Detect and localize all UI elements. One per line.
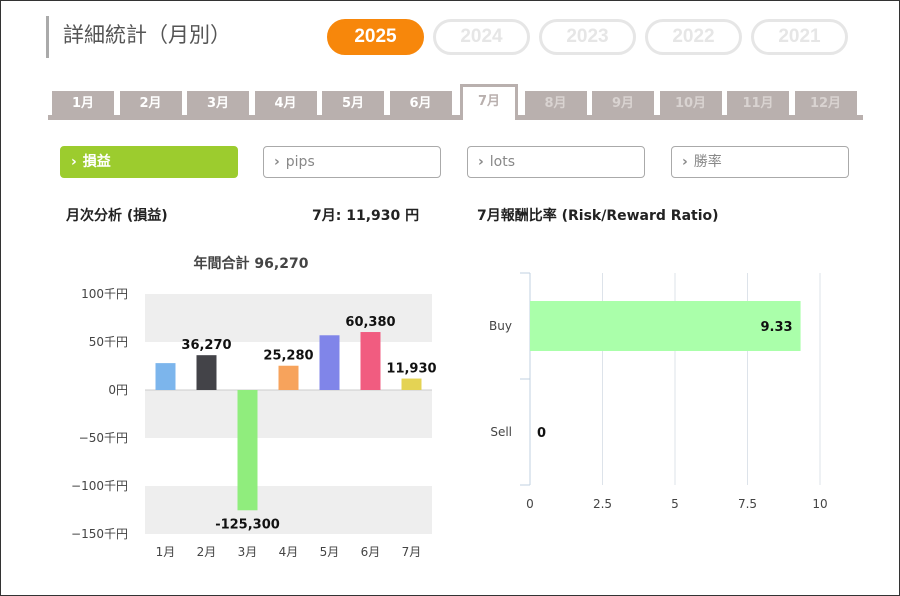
tab-month-7[interactable]: 7月 — [460, 84, 518, 120]
tab-month-1[interactable]: 1月 — [52, 91, 114, 116]
filter-button-1[interactable]: › 損益 — [60, 146, 238, 178]
year-button-2025[interactable]: 2025 — [327, 19, 424, 55]
x-tick-label: 7.5 — [738, 497, 757, 511]
y-tick-label: −100千円 — [71, 479, 128, 493]
year-button-2023[interactable]: 2023 — [539, 19, 636, 55]
bar-1月[interactable] — [155, 363, 176, 390]
x-tick-label: 6月 — [361, 545, 381, 559]
tab-month-3[interactable]: 3月 — [187, 91, 249, 116]
grid-band — [145, 486, 432, 534]
year-button-2024[interactable]: 2024 — [433, 19, 530, 55]
monthly-pl-chart: 100千円 50千円 0円 −50千円 −100千円 −150千円 年間合計 96,270 1… — [71, 255, 437, 559]
filter-label: pips — [285, 154, 315, 170]
x-tick-label: 1月 — [156, 545, 176, 559]
filter-button-2[interactable]: › pips — [263, 146, 441, 178]
year-button-2021[interactable]: 2021 — [751, 19, 848, 55]
data-label: 60,380 — [345, 315, 395, 330]
y-tick-label: Buy — [489, 319, 512, 333]
year-selector: 2025 2024 2023 2022 2021 — [327, 19, 848, 55]
data-label: 25,280 — [263, 349, 313, 364]
x-tick-label: 10 — [812, 497, 827, 511]
chart-title: 年間合計 96,270 — [194, 255, 309, 272]
y-tick-label: −50千円 — [79, 431, 128, 445]
month-tabs-baseline — [48, 115, 863, 120]
x-tick-label: 4月 — [279, 545, 299, 559]
bar-7月[interactable] — [401, 378, 422, 390]
risk-reward-title: 7月報酬比率 (Risk/Reward Ratio) — [477, 208, 719, 224]
bar-6月[interactable] — [360, 332, 381, 390]
page-title: 詳細統計（月別） — [63, 23, 231, 47]
bar-3月[interactable] — [237, 390, 258, 511]
tab-month-6[interactable]: 6月 — [389, 91, 452, 116]
chevron-right-icon: › — [682, 154, 688, 170]
tab-month-2[interactable]: 2月 — [119, 91, 182, 116]
y-tick-label: 0円 — [108, 383, 128, 397]
tab-month-4[interactable]: 4月 — [254, 91, 317, 116]
x-tick-label: 5 — [671, 497, 679, 511]
bar-5月[interactable] — [319, 335, 340, 390]
filter-button-4[interactable]: › 勝率 — [671, 146, 849, 178]
bar-2月[interactable] — [196, 355, 217, 390]
year-button-2022[interactable]: 2022 — [645, 19, 742, 55]
grid-band — [145, 294, 432, 342]
data-label: 9.33 — [760, 320, 792, 335]
data-label: -125,300 — [215, 517, 280, 532]
tab-month-8[interactable]: 8月 — [524, 91, 587, 116]
filter-button-3[interactable]: › lots — [467, 146, 645, 178]
grid-band — [145, 390, 432, 438]
y-tick-label: 100千円 — [81, 287, 128, 301]
filter-label: 損益 — [82, 154, 111, 170]
x-tick-label: 3月 — [238, 545, 258, 559]
bar-Buy[interactable] — [530, 301, 801, 351]
risk-reward-chart: 0 2.5 5 7.5 10 Buy 9.33 Sell 0 — [489, 272, 828, 511]
y-tick-label: −150千円 — [71, 527, 128, 541]
data-label: 36,270 — [181, 338, 231, 353]
x-tick-label: 7月 — [402, 545, 422, 559]
filter-label: 勝率 — [693, 154, 722, 170]
x-tick-label: 0 — [526, 497, 534, 511]
tab-month-5[interactable]: 5月 — [322, 91, 384, 116]
chevron-right-icon: › — [274, 154, 280, 170]
x-tick-label: 2月 — [197, 545, 217, 559]
tab-month-12[interactable]: 12月 — [794, 91, 857, 116]
data-label: 11,930 — [386, 362, 436, 377]
monthly-analysis-label: 月次分析 (損益) — [66, 208, 168, 224]
month-tabs: 1月 2月 3月 4月 5月 6月 7月 8月 9月 10月 11月 12月 — [48, 84, 863, 120]
filter-label: lots — [489, 154, 516, 170]
x-tick-label: 2.5 — [593, 497, 612, 511]
chevron-right-icon: › — [71, 154, 77, 170]
chevron-right-icon: › — [478, 154, 484, 170]
data-label: 0 — [537, 426, 546, 441]
y-tick-label: Sell — [490, 425, 512, 439]
tab-month-9[interactable]: 9月 — [592, 91, 654, 116]
page-title-block: 詳細統計（月別） — [46, 16, 231, 58]
bar-4月[interactable] — [278, 365, 299, 390]
tab-month-11[interactable]: 11月 — [727, 91, 789, 116]
tab-month-10[interactable]: 10月 — [659, 91, 722, 116]
y-tick-label: 50千円 — [89, 335, 128, 349]
x-tick-label: 5月 — [320, 545, 340, 559]
month-total-value: 7月: 11,930 円 — [312, 208, 420, 224]
